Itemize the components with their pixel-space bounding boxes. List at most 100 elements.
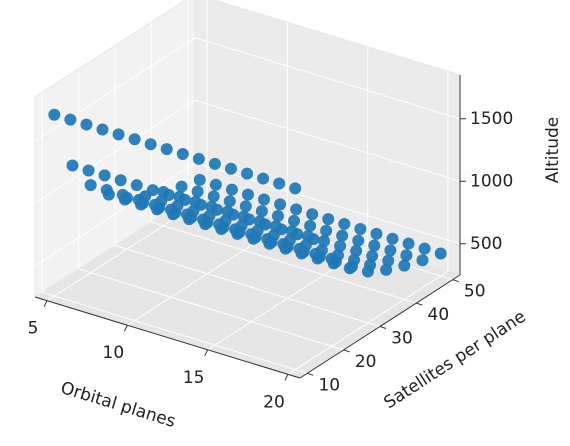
x-axis-label: Orbital planes — [58, 378, 178, 432]
point — [114, 174, 127, 187]
z-tick-label: 1000 — [470, 171, 513, 191]
point — [257, 172, 270, 185]
point — [290, 203, 303, 216]
point — [112, 128, 125, 141]
point — [192, 152, 205, 165]
point — [213, 218, 226, 231]
point — [144, 138, 157, 151]
point — [380, 263, 393, 276]
grid-line — [34, 37, 196, 142]
point — [402, 237, 415, 250]
point — [334, 240, 347, 253]
point — [318, 235, 331, 248]
x-axis-line — [34, 296, 301, 379]
grid-line — [194, 162, 461, 245]
point — [336, 229, 349, 242]
point — [245, 228, 258, 241]
point — [48, 108, 61, 121]
point — [164, 203, 177, 216]
point — [175, 180, 188, 193]
point — [160, 143, 173, 156]
point — [241, 188, 254, 201]
y-tick-label: 10 — [318, 375, 340, 395]
point — [434, 247, 447, 260]
point — [98, 169, 111, 182]
point — [191, 185, 204, 198]
y-tick-label: 40 — [428, 305, 450, 325]
point — [277, 238, 290, 250]
point — [207, 190, 220, 203]
point — [128, 133, 141, 146]
point — [181, 208, 194, 221]
y-tick — [307, 372, 314, 376]
point — [386, 232, 399, 245]
point — [366, 249, 379, 262]
grid-line — [78, 268, 344, 351]
point — [176, 148, 189, 161]
point — [361, 265, 374, 278]
point — [132, 193, 145, 206]
y-tick — [416, 302, 423, 306]
point — [343, 262, 356, 275]
point — [116, 188, 129, 201]
point — [255, 205, 268, 218]
point — [370, 227, 383, 240]
point — [223, 195, 236, 208]
point — [197, 213, 210, 226]
point — [100, 184, 113, 196]
x-tick-label: 20 — [263, 392, 285, 412]
point — [162, 189, 175, 201]
point — [209, 178, 222, 191]
point — [261, 233, 274, 246]
y-axis-label: Satellites per plane — [380, 307, 529, 413]
y-axis-line — [299, 274, 461, 379]
grid-line — [194, 37, 461, 120]
point — [325, 252, 338, 265]
point — [178, 193, 191, 206]
y-tick — [379, 326, 387, 329]
point — [241, 167, 254, 180]
point — [243, 213, 256, 226]
z-tick-label: 500 — [470, 234, 502, 254]
z-tick-label: 1500 — [470, 109, 513, 129]
y-tick-label: 20 — [355, 352, 377, 372]
point — [398, 259, 411, 272]
point — [416, 254, 429, 267]
point — [384, 244, 397, 257]
point — [96, 123, 109, 136]
x-tick-label: 15 — [183, 368, 205, 388]
grid-line — [194, 99, 461, 182]
point — [400, 249, 413, 262]
grid-line — [151, 221, 417, 304]
point — [239, 200, 252, 213]
point — [293, 242, 306, 255]
point — [320, 224, 333, 237]
point — [418, 242, 431, 255]
y-tick — [452, 279, 459, 283]
point — [338, 218, 351, 231]
point — [259, 218, 272, 231]
point — [225, 183, 238, 196]
point — [194, 198, 207, 211]
point — [64, 113, 77, 126]
y-tick — [343, 349, 350, 353]
grid-line — [34, 99, 196, 204]
point — [66, 159, 79, 172]
point — [307, 233, 320, 246]
point — [208, 157, 221, 170]
y-tick-label: 30 — [391, 329, 413, 349]
point — [130, 179, 143, 192]
point — [322, 213, 335, 226]
point — [224, 162, 237, 175]
point — [229, 223, 242, 236]
point — [309, 247, 322, 260]
grid-line — [114, 245, 381, 327]
point — [291, 228, 304, 241]
point — [306, 208, 319, 221]
point — [368, 239, 381, 252]
x-tick-label: 5 — [28, 319, 39, 339]
point — [84, 179, 97, 192]
point — [352, 234, 365, 247]
grid-line — [34, 162, 196, 267]
